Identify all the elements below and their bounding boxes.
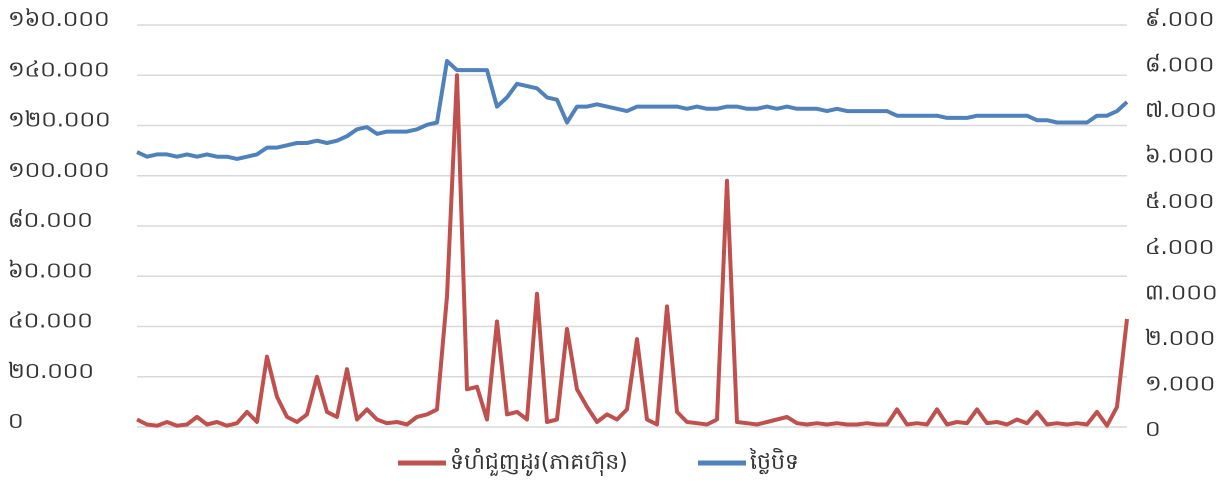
y2-tick-label: ៨.០០០	[1145, 53, 1214, 78]
legend-label: ថ្លៃបិទ	[749, 448, 799, 475]
y2-tick-label: ២.០០០	[1145, 326, 1215, 351]
y-tick-label: ០	[8, 409, 24, 434]
y2-tick-label: ៤.០០០	[1145, 235, 1214, 260]
y-tick-label: ៨០.០០០	[8, 208, 93, 233]
y-tick-label: ២០.០០០	[8, 359, 94, 384]
y2-tick-label: ៩.០០០	[1145, 7, 1214, 32]
y2-tick-label: ៦.០០០	[1145, 144, 1214, 169]
series-line	[136, 59, 1129, 161]
y-tick-label: ១៦០.០០០	[8, 7, 110, 32]
y-tick-label: ១០០.០០០	[8, 158, 110, 183]
y2-tick-label: ១.០០០	[1145, 371, 1215, 396]
y-tick-label: ៤០.០០០	[8, 309, 93, 334]
y2-tick-label: ៣.០០០	[1145, 280, 1218, 305]
y-tick-label: ១៤០.០០០	[8, 57, 110, 82]
legend: ទំហំជួញដូរ(ភាគហ៊ុន) ថ្លៃបិទ	[398, 448, 799, 476]
legend-label: ទំហំជួញដូរ(ភាគហ៊ុន)	[450, 448, 628, 476]
series-line	[136, 73, 1129, 428]
y-tick-label: ១២០.០០០	[8, 108, 111, 133]
y2-tick-label: ៧.០០០	[1145, 98, 1217, 123]
y-tick-label: ៦០.០០០	[8, 258, 93, 283]
y2-tick-label: ៥.០០០	[1145, 189, 1214, 214]
y2-tick-label: ០	[1145, 417, 1161, 442]
